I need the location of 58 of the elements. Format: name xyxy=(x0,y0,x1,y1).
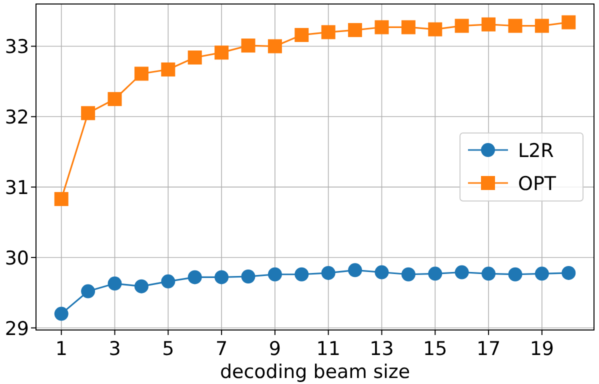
point xyxy=(54,306,68,321)
point xyxy=(108,92,122,106)
point xyxy=(374,20,389,34)
point xyxy=(241,38,256,53)
point xyxy=(562,266,576,280)
y-tick-label: 29 xyxy=(4,318,29,340)
point xyxy=(482,17,496,32)
point xyxy=(134,279,148,294)
x-tick-label: 5 xyxy=(162,338,174,360)
point xyxy=(374,265,389,280)
point xyxy=(482,266,496,281)
point xyxy=(268,39,282,54)
legend-label: L2R xyxy=(518,140,554,162)
x-tick-label: 3 xyxy=(108,338,121,360)
x-tick-label: 7 xyxy=(216,338,228,360)
point xyxy=(508,18,522,33)
x-axis-title: decoding beam size xyxy=(220,361,410,383)
point xyxy=(321,266,336,280)
point xyxy=(321,25,336,40)
y-tick-label: 31 xyxy=(4,177,29,200)
point xyxy=(428,266,442,281)
point xyxy=(562,15,576,30)
point xyxy=(214,270,229,284)
point xyxy=(81,284,96,298)
point xyxy=(214,46,229,60)
x-tick-label: 17 xyxy=(476,338,501,360)
point xyxy=(508,267,522,282)
point xyxy=(188,50,202,65)
point xyxy=(294,267,309,282)
point xyxy=(454,18,469,33)
point xyxy=(81,106,96,120)
point xyxy=(401,267,416,282)
point xyxy=(534,18,549,33)
point xyxy=(108,276,122,291)
legend-label: OPT xyxy=(518,173,556,195)
point xyxy=(161,62,176,76)
x-tick-label: 9 xyxy=(268,338,281,360)
point xyxy=(134,66,148,81)
point xyxy=(294,28,309,42)
x-tick-label: 15 xyxy=(423,338,448,360)
point xyxy=(241,269,256,284)
point xyxy=(401,20,416,34)
point xyxy=(428,22,442,36)
x-tick-label: 19 xyxy=(530,338,554,360)
point xyxy=(534,266,549,281)
point xyxy=(188,270,202,284)
y-tick-label: 30 xyxy=(4,247,29,270)
point xyxy=(161,274,176,288)
x-tick-label: 1 xyxy=(55,338,68,360)
x-tick-label: 11 xyxy=(316,338,340,360)
point xyxy=(54,192,68,206)
y-tick-label: 33 xyxy=(4,36,29,58)
point xyxy=(268,267,282,282)
point xyxy=(348,263,362,278)
point xyxy=(348,23,362,38)
y-tick-label: 32 xyxy=(4,106,29,129)
point xyxy=(454,265,469,280)
x-tick-label: 13 xyxy=(370,338,394,360)
